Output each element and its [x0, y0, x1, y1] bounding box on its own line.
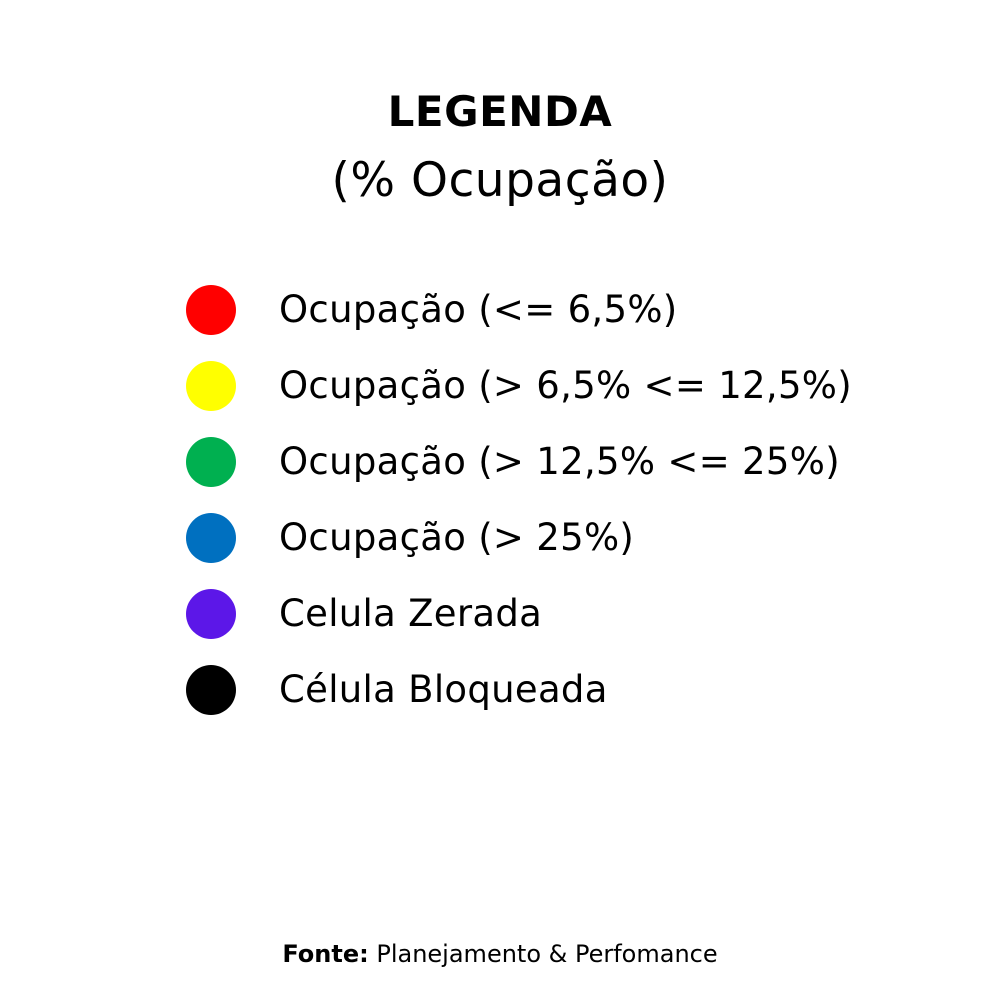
- green-circle-icon: [186, 437, 236, 487]
- legend-item-occupancy-high: Ocupação (> 12,5% <= 25%): [0, 424, 1000, 500]
- blue-circle-icon: [186, 513, 236, 563]
- legend-item-occupancy-very-high: Ocupação (> 25%): [0, 500, 1000, 576]
- legend-label: Ocupação (> 25%): [279, 516, 635, 559]
- legend-item-occupancy-low: Ocupação (<= 6,5%): [0, 272, 1000, 348]
- source-value: Planejamento & Perfomance: [376, 940, 718, 968]
- source-key: Fonte:: [282, 940, 369, 968]
- red-circle-icon: [186, 285, 236, 335]
- source-note: Fonte: Planejamento & Perfomance: [0, 936, 1000, 972]
- legend-subtitle: (% Ocupação): [331, 153, 669, 208]
- legend-item-blocked-cell: Célula Bloqueada: [0, 652, 1000, 728]
- legend-label: Ocupação (> 6,5% <= 12,5%): [279, 364, 852, 407]
- legend-label: Ocupação (<= 6,5%): [279, 288, 678, 331]
- yellow-circle-icon: [186, 361, 236, 411]
- legend-list: Ocupação (<= 6,5%) Ocupação (> 6,5% <= 1…: [0, 272, 1000, 728]
- legend-item-occupancy-medium: Ocupação (> 6,5% <= 12,5%): [0, 348, 1000, 424]
- legend-label: Celula Zerada: [279, 592, 543, 635]
- legend-label: Célula Bloqueada: [279, 668, 608, 711]
- legend-label: Ocupação (> 12,5% <= 25%): [279, 440, 840, 483]
- legend-title: LEGENDA: [387, 87, 613, 136]
- black-circle-icon: [186, 665, 236, 715]
- purple-circle-icon: [186, 589, 236, 639]
- legend-item-empty-cell: Celula Zerada: [0, 576, 1000, 652]
